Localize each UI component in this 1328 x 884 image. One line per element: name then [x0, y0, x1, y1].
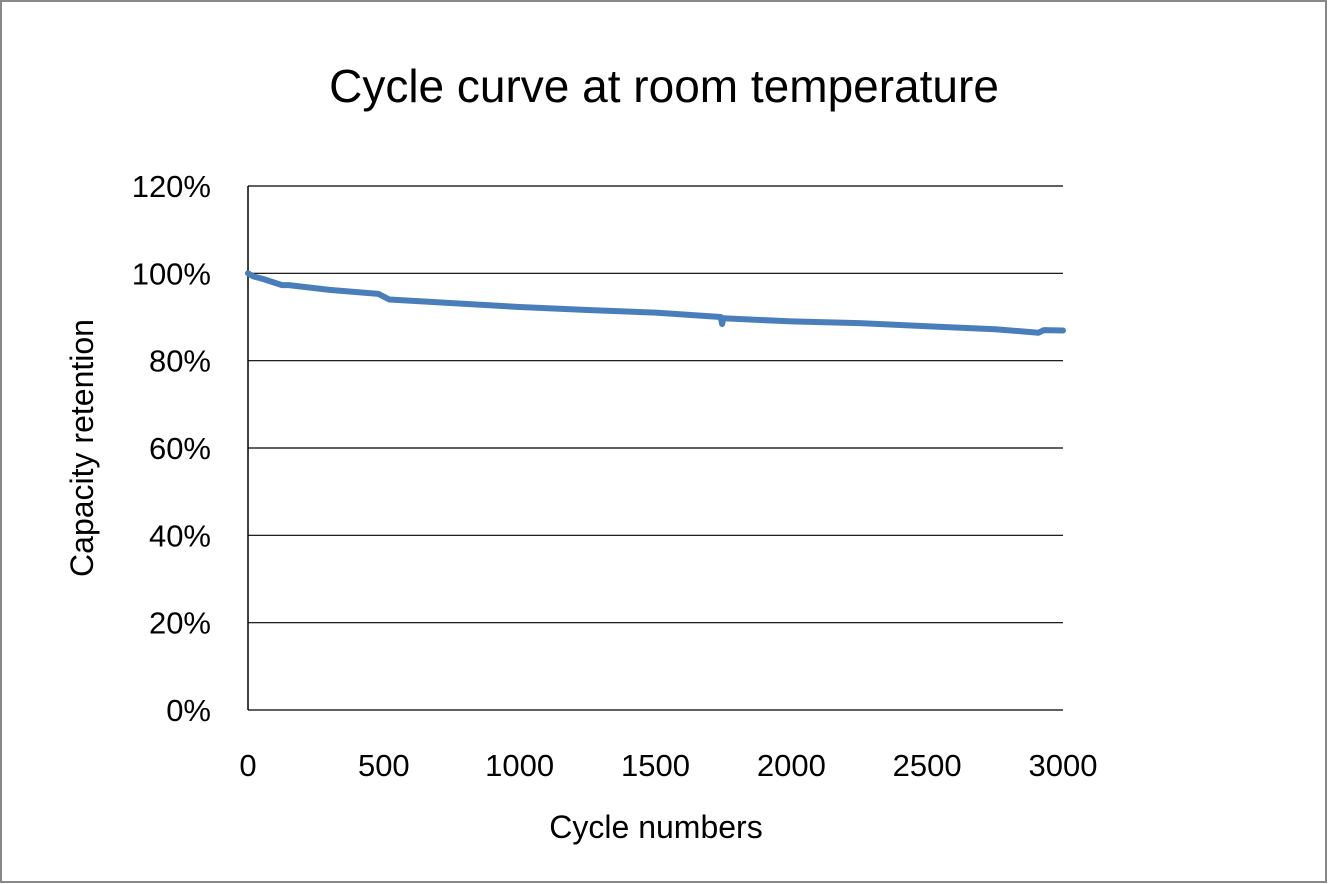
x-tick-label: 0: [239, 748, 256, 783]
chart-title: Cycle curve at room temperature: [329, 60, 999, 112]
y-tick-label: 20%: [149, 606, 211, 641]
y-axis-label: Capacity retention: [64, 319, 100, 577]
x-tick-label: 1500: [621, 748, 690, 783]
y-tick-label: 40%: [149, 518, 211, 553]
x-tick-label: 500: [358, 748, 410, 783]
series-line: [245, 270, 1066, 336]
y-tick-label: 0%: [166, 693, 211, 728]
x-tick-label: 1000: [485, 748, 554, 783]
x-tick-label: 3000: [1029, 748, 1098, 783]
x-tick-label: 2500: [893, 748, 962, 783]
x-tick-label: 2000: [757, 748, 826, 783]
y-tick-label: 120%: [132, 169, 211, 204]
y-tick-label: 100%: [132, 256, 211, 291]
y-tick-label: 60%: [149, 431, 211, 466]
x-axis-label: Cycle numbers: [549, 809, 762, 845]
y-tick-label: 80%: [149, 344, 211, 379]
